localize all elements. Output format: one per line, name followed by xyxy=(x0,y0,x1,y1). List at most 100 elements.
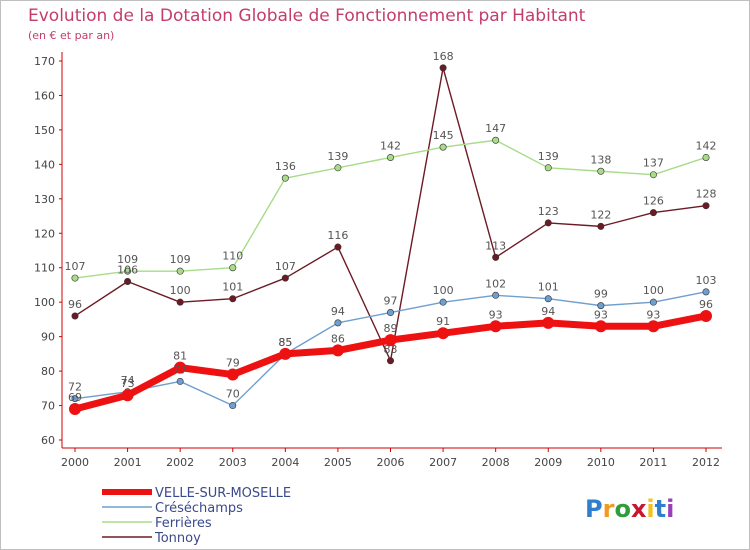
y-tick-label: 110 xyxy=(34,262,55,275)
data-label-tonnoy: 128 xyxy=(696,188,717,201)
data-point-cr-s-champs xyxy=(702,288,710,296)
data-point-cr-s-champs xyxy=(71,395,79,403)
data-point-ferri-res xyxy=(176,267,184,275)
logo-letter: x xyxy=(631,495,647,523)
data-point-cr-s-champs xyxy=(386,309,394,317)
data-label-velle-sur-moselle: 96 xyxy=(699,298,713,311)
y-tick-label: 80 xyxy=(41,365,55,378)
data-label-ferri-res: 109 xyxy=(117,253,138,266)
data-point-tonnoy xyxy=(544,219,552,227)
x-tick-label: 2002 xyxy=(166,456,194,469)
data-label-velle-sur-moselle: 93 xyxy=(646,308,660,321)
logo-letter: r xyxy=(603,495,615,523)
data-point-ferri-res xyxy=(439,143,447,151)
data-point-ferri-res xyxy=(597,167,605,175)
series-cr-s-champs xyxy=(71,288,710,410)
proxiti-logo: Proxiti xyxy=(585,495,674,523)
data-point-velle-sur-moselle xyxy=(279,347,292,360)
proxiti-logo-text: Proxiti xyxy=(585,495,674,523)
data-label-ferri-res: 138 xyxy=(590,153,611,166)
data-label-cr-s-champs: 100 xyxy=(433,284,454,297)
data-point-velle-sur-moselle xyxy=(331,344,344,357)
data-label-ferri-res: 147 xyxy=(485,122,506,135)
chart-subtitle: (en € et par an) xyxy=(28,29,114,42)
data-point-tonnoy xyxy=(334,243,342,251)
data-label-ferri-res: 109 xyxy=(170,253,191,266)
data-label-cr-s-champs: 74 xyxy=(121,374,135,387)
data-label-tonnoy: 83 xyxy=(384,343,398,356)
data-label-velle-sur-moselle: 69 xyxy=(68,391,82,404)
data-label-ferri-res: 107 xyxy=(65,260,86,273)
data-label-tonnoy: 100 xyxy=(170,284,191,297)
data-point-velle-sur-moselle xyxy=(542,316,555,329)
data-point-tonnoy xyxy=(702,202,710,210)
data-label-tonnoy: 113 xyxy=(485,239,506,252)
y-tick-label: 160 xyxy=(34,89,55,102)
series-tonnoy xyxy=(71,64,710,365)
axes: 60 70 80 90 100 110 120 130 140 150 160 170 2000 2001… xyxy=(34,52,722,469)
data-label-cr-s-champs: 72 xyxy=(68,381,82,394)
data-label-ferri-res: 145 xyxy=(433,129,454,142)
series-layer xyxy=(69,64,712,415)
data-label-tonnoy: 107 xyxy=(275,260,296,273)
data-label-velle-sur-moselle: 91 xyxy=(436,315,450,328)
data-label-cr-s-champs: 100 xyxy=(643,284,664,297)
data-point-cr-s-champs xyxy=(544,295,552,303)
data-point-ferri-res xyxy=(492,136,500,144)
data-point-ferri-res xyxy=(124,267,132,275)
data-label-cr-s-champs: 94 xyxy=(331,305,345,318)
x-tick-label: 2006 xyxy=(377,456,405,469)
data-point-ferri-res xyxy=(702,153,710,161)
data-label-velle-sur-moselle: 81 xyxy=(173,350,187,363)
y-tick-label: 170 xyxy=(34,55,55,68)
data-label-tonnoy: 122 xyxy=(590,208,611,221)
data-point-cr-s-champs xyxy=(334,319,342,327)
data-point-cr-s-champs xyxy=(229,402,237,410)
data-point-tonnoy xyxy=(71,312,79,320)
series-velle-sur-moselle xyxy=(69,309,712,415)
x-tick-label: 2010 xyxy=(587,456,615,469)
y-tick-label: 120 xyxy=(34,227,55,240)
data-point-velle-sur-moselle xyxy=(174,361,187,374)
legend-label: Créséchamps xyxy=(155,501,243,516)
data-label-ferri-res: 110 xyxy=(222,250,243,263)
data-point-velle-sur-moselle xyxy=(121,389,134,402)
data-point-ferri-res xyxy=(386,153,394,161)
data-point-tonnoy xyxy=(597,222,605,230)
data-point-tonnoy xyxy=(281,274,289,282)
x-tick-label: 2008 xyxy=(482,456,510,469)
data-point-ferri-res xyxy=(229,264,237,272)
data-point-tonnoy xyxy=(176,298,184,306)
data-label-velle-sur-moselle: 73 xyxy=(121,377,135,390)
data-label-cr-s-champs: 70 xyxy=(226,388,240,401)
data-label-cr-s-champs: 101 xyxy=(538,281,559,294)
data-label-velle-sur-moselle: 79 xyxy=(226,357,240,370)
data-point-tonnoy xyxy=(492,253,500,261)
data-point-tonnoy xyxy=(124,278,132,286)
y-tick-label: 70 xyxy=(41,400,55,413)
x-tick-label: 2011 xyxy=(639,456,667,469)
data-label-tonnoy: 106 xyxy=(117,264,138,277)
x-tick-label: 2003 xyxy=(219,456,247,469)
data-point-velle-sur-moselle xyxy=(489,320,502,333)
data-point-velle-sur-moselle xyxy=(226,368,239,381)
logo-letter: i xyxy=(646,495,654,523)
x-tick-label: 2012 xyxy=(692,456,720,469)
data-point-tonnoy xyxy=(386,357,394,365)
data-label-velle-sur-moselle: 86 xyxy=(331,332,345,345)
data-label-tonnoy: 96 xyxy=(68,298,82,311)
data-point-velle-sur-moselle xyxy=(437,327,450,340)
data-point-cr-s-champs xyxy=(597,302,605,310)
data-label-cr-s-champs: 99 xyxy=(594,288,608,301)
y-tick-label: 130 xyxy=(34,193,55,206)
y-tick-label: 140 xyxy=(34,158,55,171)
data-point-cr-s-champs xyxy=(439,298,447,306)
data-point-velle-sur-moselle xyxy=(69,402,81,415)
data-label-ferri-res: 136 xyxy=(275,160,296,173)
x-tick-label: 2001 xyxy=(114,456,142,469)
data-label-velle-sur-moselle: 85 xyxy=(278,336,292,349)
data-label-cr-s-champs: 85 xyxy=(278,336,292,349)
y-tick-label: 100 xyxy=(34,296,55,309)
